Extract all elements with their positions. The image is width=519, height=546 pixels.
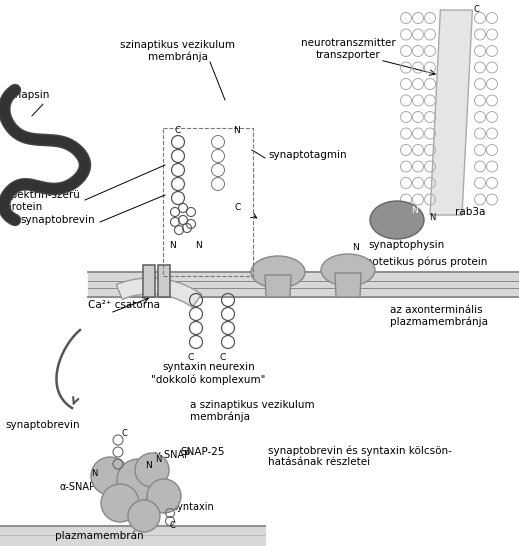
Text: SNAP-25: SNAP-25	[180, 447, 225, 457]
Circle shape	[147, 479, 181, 513]
Text: α-SNAP: α-SNAP	[60, 482, 96, 492]
Polygon shape	[430, 10, 472, 215]
Circle shape	[101, 484, 139, 522]
Text: plazmamembrán: plazmamembrán	[55, 531, 144, 541]
Text: NSF: NSF	[122, 499, 141, 509]
Circle shape	[91, 457, 129, 495]
Text: Ca²⁺ csatorna: Ca²⁺ csatorna	[88, 300, 160, 310]
Text: "dokkoló komplexum": "dokkoló komplexum"	[151, 375, 265, 385]
Text: N: N	[430, 213, 436, 222]
Text: syntaxin: syntaxin	[172, 502, 214, 512]
Bar	[158, 265, 170, 297]
Text: γ SNAP: γ SNAP	[155, 450, 190, 460]
Text: N: N	[195, 241, 201, 250]
Text: az axonterminális
plazmamembránja: az axonterminális plazmamembránja	[390, 305, 488, 327]
Bar	[163, 128, 253, 276]
Text: synaptobrevin: synaptobrevin	[5, 420, 79, 430]
Text: C: C	[175, 126, 181, 135]
Text: N: N	[234, 126, 240, 135]
Text: szinaptikus vezikulum
membránja: szinaptikus vezikulum membránja	[120, 40, 236, 62]
Text: C: C	[235, 203, 241, 212]
Text: neurexin: neurexin	[209, 362, 255, 372]
Text: N: N	[145, 461, 152, 470]
Text: synaptobrevin és syntaxin kölcsön-
hatásának részletei: synaptobrevin és syntaxin kölcsön- hatás…	[268, 445, 452, 467]
Text: synapsin: synapsin	[3, 90, 49, 100]
Text: C: C	[473, 5, 479, 14]
Circle shape	[117, 459, 159, 501]
Text: synaptobrevin: synaptobrevin	[20, 215, 94, 225]
Text: syntaxin: syntaxin	[163, 362, 207, 372]
Text: C: C	[188, 353, 194, 362]
Circle shape	[128, 500, 160, 532]
Text: C: C	[220, 353, 226, 362]
Text: C: C	[170, 521, 176, 530]
Text: rab3a: rab3a	[455, 207, 485, 217]
Text: a szinaptikus vezikulum
membránja: a szinaptikus vezikulum membránja	[190, 400, 315, 422]
Text: N: N	[412, 206, 418, 215]
Text: N: N	[155, 455, 161, 464]
Ellipse shape	[370, 201, 424, 239]
Text: hipotetikus pórus protein: hipotetikus pórus protein	[356, 257, 487, 267]
Text: spektrin-szerü
protein: spektrin-szerü protein	[5, 190, 80, 212]
Ellipse shape	[251, 256, 305, 288]
Polygon shape	[116, 278, 201, 307]
Polygon shape	[335, 273, 361, 297]
Text: N: N	[92, 469, 98, 478]
Bar	[143, 265, 155, 297]
Text: neurotranszmitter
transzporter: neurotranszmitter transzporter	[301, 38, 395, 60]
Ellipse shape	[321, 254, 375, 286]
Text: N: N	[352, 243, 359, 252]
Text: synaptotagmin: synaptotagmin	[268, 150, 347, 160]
Text: synaptophysin: synaptophysin	[368, 240, 444, 250]
Text: N: N	[170, 241, 176, 250]
Polygon shape	[265, 275, 291, 297]
Text: C: C	[122, 429, 128, 438]
Circle shape	[135, 453, 169, 487]
